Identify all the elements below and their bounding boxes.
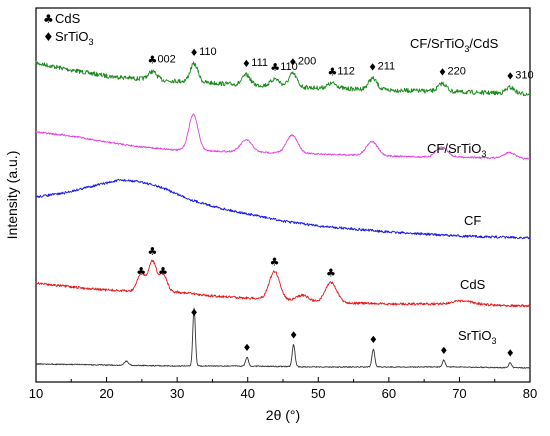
series-line-cf-srtio3-cds <box>35 60 531 97</box>
peak-label: 310 <box>515 69 533 81</box>
srtio3-marker-icon: ♦ <box>438 68 447 79</box>
y-axis-title: Intensity (a.u.) <box>4 151 20 240</box>
series-label: CF/SrTiO3 <box>427 141 486 159</box>
series-line-cf-srtio3 <box>35 113 531 160</box>
x-tick-label: 40 <box>240 386 254 401</box>
peak-label: 112 <box>337 65 355 77</box>
series-line-cf <box>35 178 531 240</box>
x-tick-label: 50 <box>311 386 325 401</box>
x-axis: 10 20 30 40 50 60 70 80 <box>29 377 537 401</box>
series-label: SrTiO3 <box>458 328 496 346</box>
peak-label: 211 <box>378 61 396 73</box>
cds-marker-icon: ♣ <box>326 266 336 279</box>
srtio3-marker-icon: ♦ <box>506 71 515 82</box>
srtio3-marker-icon: ♦ <box>288 58 297 69</box>
x-tick-label: 10 <box>29 386 43 401</box>
legend-cds-icon: ♣ <box>43 12 54 26</box>
peak-label: 111 <box>251 57 268 69</box>
peak-label: 002 <box>157 54 175 66</box>
legend-label: SrTiO3 <box>55 29 93 47</box>
cds-marker-icon: ♣ <box>148 54 158 67</box>
series-line-srtio3 <box>35 307 531 369</box>
x-tick-label: 60 <box>382 386 396 401</box>
series-label: CdS <box>460 277 486 292</box>
series-line-cds <box>35 259 531 308</box>
x-tick-label: 30 <box>170 386 184 401</box>
x-axis-title: 2θ (°) <box>266 407 300 423</box>
srtio3-marker-icon: ♦ <box>289 331 298 342</box>
series-layer: CF/SrTiO3/CdS CF/SrTiO3 CF CdS SrTiO3 <box>35 36 531 369</box>
peak-label: 220 <box>447 66 465 78</box>
srtio3-marker-icon: ♦ <box>506 349 515 360</box>
series-label: CF/SrTiO3/CdS <box>410 36 499 54</box>
x-tick-label: 70 <box>452 386 466 401</box>
legend-label: CdS <box>55 11 81 26</box>
cds-marker-icon: ♣ <box>270 256 280 269</box>
series-label: CF <box>464 213 481 228</box>
srtio3-marker-icon: ♦ <box>369 335 378 346</box>
x-tick-label: 80 <box>523 386 537 401</box>
srtio3-marker-icon: ♦ <box>243 343 252 354</box>
srtio3-marker-icon: ♦ <box>190 48 199 59</box>
legend-srtio3-icon: ♦ <box>43 30 54 44</box>
srtio3-marker-icon: ♦ <box>439 346 448 357</box>
peak-label: 110 <box>280 61 298 73</box>
cds-marker-icon: ♣ <box>136 265 146 278</box>
legend: ♣ CdS♦ SrTiO3 <box>43 11 93 47</box>
srtio3-marker-icon: ♦ <box>242 59 251 70</box>
cds-marker-icon: ♣ <box>270 61 280 74</box>
srtio3-marker-icon: ♦ <box>190 308 199 319</box>
cds-marker-icon: ♣ <box>148 245 158 258</box>
srtio3-marker-icon: ♦ <box>368 63 377 74</box>
peak-label: 110 <box>199 46 217 58</box>
cds-marker-icon: ♣ <box>327 65 337 78</box>
x-tick-label: 20 <box>99 386 113 401</box>
annotation-layer: ♣ 002♦ 110♦ 111 ♣ 110♦ 200♣ 112 ♦ 211♦ 220 ♦ 310♣♣♣♣… <box>136 46 533 360</box>
cds-marker-icon: ♣ <box>158 265 168 278</box>
peak-label: 200 <box>298 56 316 68</box>
